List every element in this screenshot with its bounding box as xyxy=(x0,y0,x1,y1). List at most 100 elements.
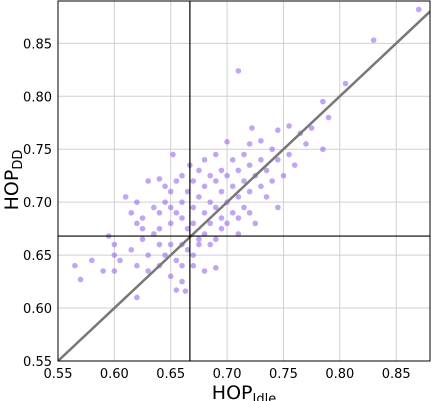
x-axis-label: HOPIdle xyxy=(212,382,276,401)
y-label-subscript: DD xyxy=(11,150,26,170)
point xyxy=(224,172,230,179)
point xyxy=(196,236,202,243)
point xyxy=(224,220,230,227)
point xyxy=(280,172,287,179)
point xyxy=(342,80,349,87)
point xyxy=(213,151,219,158)
point xyxy=(207,220,213,227)
point xyxy=(213,236,219,243)
point xyxy=(167,188,174,195)
x-tick-label: 0.80 xyxy=(325,367,354,382)
point xyxy=(72,262,78,269)
point xyxy=(252,220,259,227)
point xyxy=(190,178,197,184)
point xyxy=(179,199,185,205)
point xyxy=(139,215,146,221)
point xyxy=(182,288,189,294)
point xyxy=(122,194,129,200)
y-tick-label: 0.60 xyxy=(23,302,52,317)
point xyxy=(173,209,180,216)
point xyxy=(224,139,230,145)
point xyxy=(303,141,309,147)
point xyxy=(111,252,118,258)
point xyxy=(190,252,197,258)
point xyxy=(213,178,219,184)
x-tick-label: 0.70 xyxy=(213,367,242,382)
point xyxy=(201,209,208,216)
point xyxy=(207,199,213,205)
point xyxy=(258,183,264,190)
point xyxy=(218,188,225,195)
point xyxy=(207,172,213,179)
x-tick-label: 0.75 xyxy=(269,367,298,382)
point xyxy=(246,209,253,216)
point xyxy=(134,294,140,301)
point xyxy=(241,151,247,158)
point xyxy=(156,209,163,216)
point xyxy=(89,257,95,264)
point xyxy=(173,257,180,264)
x-tick-label: 0.65 xyxy=(156,367,185,382)
point xyxy=(156,176,163,182)
point xyxy=(246,141,253,147)
point xyxy=(167,241,174,248)
point xyxy=(145,268,151,274)
point xyxy=(275,127,281,133)
y-tick-label: 0.85 xyxy=(23,37,52,52)
point xyxy=(235,167,242,174)
x-tick-label: 0.60 xyxy=(100,367,129,382)
point xyxy=(308,125,315,131)
point xyxy=(229,157,236,163)
point xyxy=(201,231,208,237)
point xyxy=(156,241,163,248)
point xyxy=(162,199,168,205)
point xyxy=(201,157,208,163)
point xyxy=(258,137,264,144)
point xyxy=(275,204,281,211)
point xyxy=(235,215,242,221)
point xyxy=(213,265,219,271)
point xyxy=(190,204,197,211)
y-label-text: HOP xyxy=(1,170,23,211)
x-tick-label: 0.85 xyxy=(382,367,411,382)
point xyxy=(156,225,163,232)
point xyxy=(213,204,219,211)
plot-frame xyxy=(57,0,431,362)
point xyxy=(167,273,174,280)
point xyxy=(320,98,326,105)
point xyxy=(235,231,242,237)
point xyxy=(179,278,185,285)
point xyxy=(170,151,176,158)
point xyxy=(286,151,292,158)
point xyxy=(370,37,377,43)
point xyxy=(190,262,197,269)
point xyxy=(134,262,140,269)
point xyxy=(229,209,236,216)
y-tick-label: 0.75 xyxy=(23,143,52,158)
point xyxy=(291,162,298,168)
point xyxy=(190,220,197,227)
point xyxy=(134,199,140,205)
point xyxy=(167,220,174,227)
y-tick-label: 0.65 xyxy=(23,249,52,264)
point xyxy=(111,241,118,248)
x-label-subscript: Idle xyxy=(253,392,277,401)
point xyxy=(151,204,157,211)
point xyxy=(139,236,146,243)
point xyxy=(128,209,135,216)
point xyxy=(145,252,151,258)
point xyxy=(201,268,208,274)
point xyxy=(179,172,185,179)
point xyxy=(325,114,332,121)
point xyxy=(179,215,185,221)
point xyxy=(275,157,281,163)
point xyxy=(218,215,225,221)
point xyxy=(111,268,118,274)
y-tick-label: 0.70 xyxy=(23,196,52,211)
point xyxy=(235,68,242,74)
point xyxy=(218,167,225,174)
point xyxy=(246,162,253,168)
point xyxy=(249,125,255,131)
point xyxy=(184,247,191,253)
point xyxy=(235,194,242,200)
